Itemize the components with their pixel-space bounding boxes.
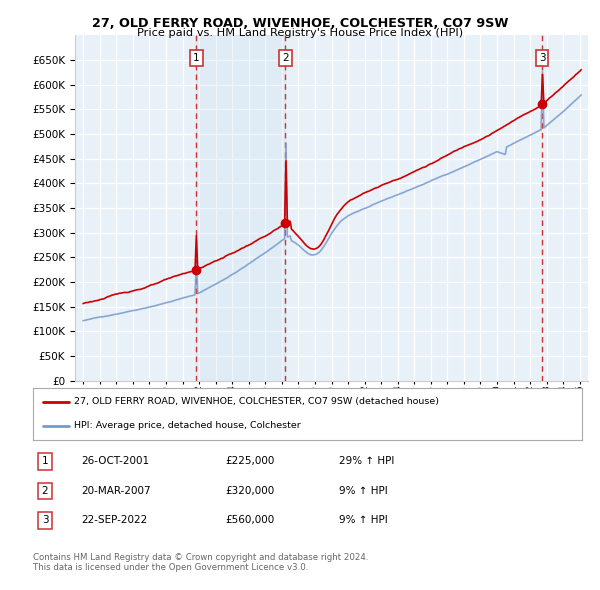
Text: 2: 2 (282, 53, 289, 63)
Text: HPI: Average price, detached house, Colchester: HPI: Average price, detached house, Colc… (74, 421, 301, 430)
Text: 27, OLD FERRY ROAD, WIVENHOE, COLCHESTER, CO7 9SW: 27, OLD FERRY ROAD, WIVENHOE, COLCHESTER… (92, 17, 508, 30)
Text: 27, OLD FERRY ROAD, WIVENHOE, COLCHESTER, CO7 9SW (detached house): 27, OLD FERRY ROAD, WIVENHOE, COLCHESTER… (74, 397, 439, 406)
Text: £320,000: £320,000 (225, 486, 274, 496)
Text: This data is licensed under the Open Government Licence v3.0.: This data is licensed under the Open Gov… (33, 563, 308, 572)
Text: 22-SEP-2022: 22-SEP-2022 (81, 516, 147, 525)
Text: 20-MAR-2007: 20-MAR-2007 (81, 486, 151, 496)
Bar (196, 35, 286, 381)
Text: 1: 1 (193, 53, 200, 63)
Text: 9% ↑ HPI: 9% ↑ HPI (339, 516, 388, 525)
Text: 29% ↑ HPI: 29% ↑ HPI (339, 457, 394, 466)
Text: Contains HM Land Registry data © Crown copyright and database right 2024.: Contains HM Land Registry data © Crown c… (33, 553, 368, 562)
Text: £560,000: £560,000 (225, 516, 274, 525)
Text: 3: 3 (41, 516, 49, 525)
Text: 26-OCT-2001: 26-OCT-2001 (81, 457, 149, 466)
Text: 3: 3 (539, 53, 545, 63)
Text: 9% ↑ HPI: 9% ↑ HPI (339, 486, 388, 496)
Text: Price paid vs. HM Land Registry's House Price Index (HPI): Price paid vs. HM Land Registry's House … (137, 28, 463, 38)
Text: 2: 2 (41, 486, 49, 496)
Text: £225,000: £225,000 (225, 457, 274, 466)
Text: 1: 1 (41, 457, 49, 466)
